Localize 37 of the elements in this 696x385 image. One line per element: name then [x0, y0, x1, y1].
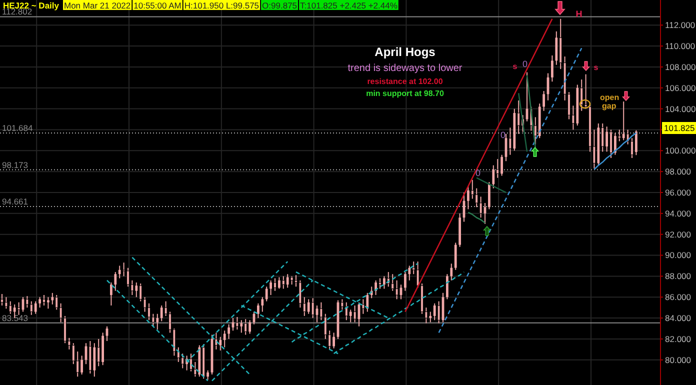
y-tick-label: 110.000: [665, 41, 696, 52]
annotation: Mon Mar 21 2022: [64, 0, 131, 10]
y-tick-label: 94.000: [665, 208, 692, 218]
ref-line-label: 101.684: [2, 123, 33, 134]
text: 101.825: [664, 122, 695, 133]
annotation: 0: [500, 130, 506, 140]
annotation: resistance at 102.00: [367, 77, 444, 86]
y-tick-label: 88.000: [665, 271, 692, 282]
annotation: 10:55:00 AM: [134, 0, 182, 10]
annotation: 0: [522, 59, 528, 69]
annotation: min support at 98.70: [366, 89, 444, 98]
annotation: T:101.825 +2.425 +2.44%: [300, 0, 398, 10]
annotation: s: [512, 62, 518, 71]
annotation: open gap: [600, 93, 620, 110]
y-tick-label: 86.000: [665, 292, 692, 302]
ref-line-label: 98.173: [2, 160, 28, 170]
annotation: H: [576, 9, 582, 19]
y-tick-label: 98.000: [665, 166, 692, 177]
text: April Hogs: [374, 45, 436, 59]
ref-line-label: 83.543: [2, 312, 28, 323]
y-tick-label: 112.000: [665, 20, 696, 30]
annotation: 0: [475, 168, 481, 178]
y-tick-label: 108.000: [665, 62, 696, 72]
annotation: trend is sideways to lower: [348, 63, 463, 74]
y-tick-label: 100.000: [665, 146, 696, 156]
y-tick-label: 80.000: [665, 354, 692, 365]
y-tick-label: 106.000: [665, 82, 696, 93]
y-tick-label: 96.000: [665, 187, 692, 198]
y-tick-label: 92.000: [665, 229, 692, 240]
annotation: s: [594, 63, 599, 72]
y-tick-label: 104.000: [665, 104, 696, 114]
y-tick-label: 82.000: [665, 334, 692, 344]
annotation: H:101.950 L:99.575: [184, 0, 260, 10]
y-tick-label: 84.000: [665, 313, 692, 324]
y-tick-label: 90.000: [665, 250, 692, 260]
ref-line-label: 94.661: [2, 196, 28, 207]
annotation: O:99.875: [262, 0, 298, 10]
